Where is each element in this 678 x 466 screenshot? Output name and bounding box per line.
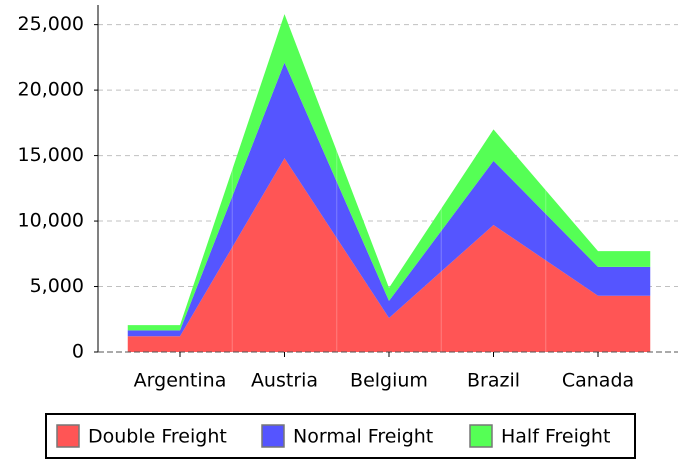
legend-swatch (261, 424, 285, 448)
legend-label: Normal Freight (293, 426, 433, 448)
x-tick-label: Brazil (467, 370, 520, 392)
x-tick-label: Austria (251, 370, 318, 392)
x-tick-label: Canada (562, 370, 634, 392)
area (127, 14, 651, 331)
y-tick-label: 15,000 (18, 144, 84, 166)
x-tick-label: Belgium (350, 370, 428, 392)
y-tick-label: 10,000 (18, 210, 84, 232)
y-tick-label: 5,000 (30, 275, 84, 297)
area (127, 158, 651, 352)
y-tick-label: 0 (72, 341, 84, 363)
legend-label: Double Freight (88, 426, 227, 448)
area (127, 62, 651, 337)
x-tick-label: Argentina (134, 370, 227, 392)
legend-swatch (56, 424, 80, 448)
legend-label: Half Freight (501, 426, 610, 448)
y-tick-label: 20,000 (18, 79, 84, 101)
legend-swatch (469, 424, 493, 448)
y-tick-label: 25,000 (18, 13, 84, 35)
legend-box (45, 413, 636, 459)
